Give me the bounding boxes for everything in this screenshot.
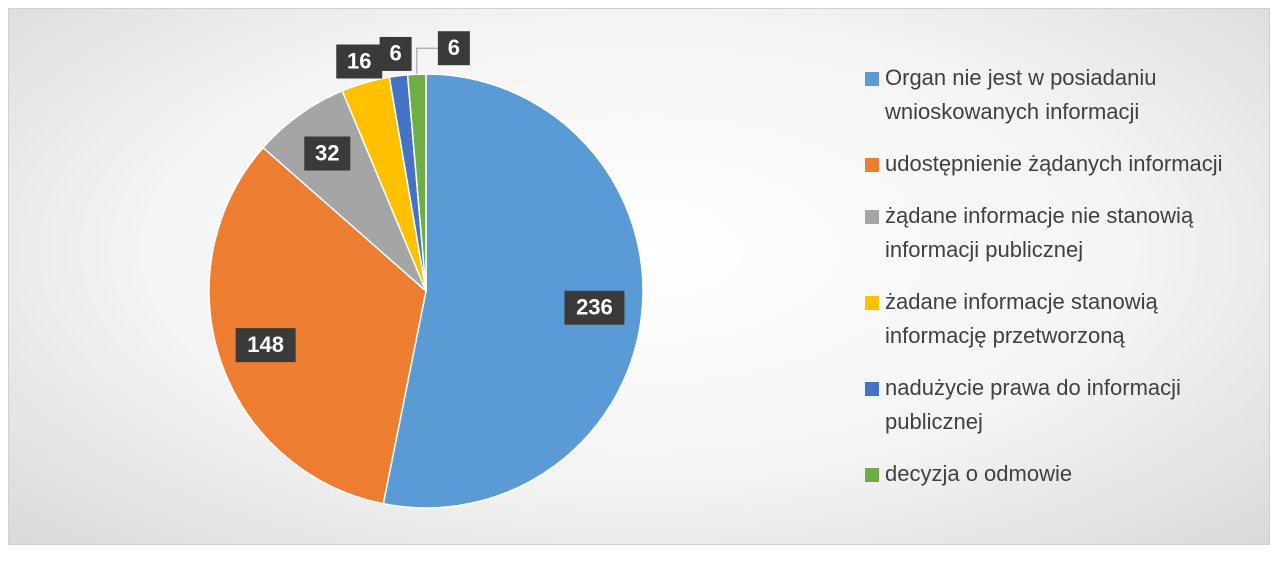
data-label: 6: [390, 41, 402, 66]
legend-label: Organ nie jest w posiadaniu wnioskowanyc…: [885, 65, 1157, 124]
data-label-box: [336, 44, 383, 79]
legend-swatch: [865, 296, 879, 310]
leader-line: [416, 47, 440, 75]
pie-area: 236 148 32 16 6 6: [208, 31, 644, 509]
data-label: 236: [576, 295, 613, 320]
pie-slice: [262, 89, 427, 292]
data-label: 16: [347, 48, 371, 73]
legend-label: żadane informacje stanowią informację pr…: [885, 289, 1158, 348]
legend-item: żadane informacje stanowią informację pr…: [857, 285, 1257, 353]
data-label: 32: [315, 140, 339, 165]
data-label-box: [437, 31, 470, 66]
legend-label: nadużycie prawa do informacji publicznej: [885, 375, 1181, 434]
pie-slice: [382, 73, 644, 509]
legend-item: decyzja o odmowie: [857, 457, 1257, 491]
legend-item: żądane informacje nie stanowią informacj…: [857, 199, 1257, 267]
data-label-box: [564, 290, 625, 325]
pie-slice: [208, 146, 427, 505]
legend-item: Organ nie jest w posiadaniu wnioskowanyc…: [857, 61, 1257, 129]
chart: 236 148 32 16 6 6 Organ nie jest w posiadaniu…: [8, 8, 1270, 545]
legend-item: udostępnienie żądanych informacji: [857, 147, 1257, 181]
legend-label: udostępnienie żądanych informacji: [885, 151, 1223, 176]
legend-label: decyzja o odmowie: [885, 461, 1073, 486]
data-label: 6: [448, 35, 460, 60]
legend-label: żądane informacje nie stanowią informacj…: [885, 203, 1194, 262]
legend-item: nadużycie prawa do informacji publicznej: [857, 371, 1257, 439]
data-label-box: [304, 136, 351, 171]
legend-swatch: [865, 158, 879, 172]
data-label-box: [235, 328, 296, 363]
data-label: 148: [247, 332, 284, 357]
legend-swatch: [865, 468, 879, 482]
legend-swatch: [865, 210, 879, 224]
legend-swatch: [865, 382, 879, 396]
legend-swatch: [865, 72, 879, 86]
legend: Organ nie jest w posiadaniu wnioskowanyc…: [857, 61, 1257, 509]
data-label-box: [379, 36, 412, 71]
